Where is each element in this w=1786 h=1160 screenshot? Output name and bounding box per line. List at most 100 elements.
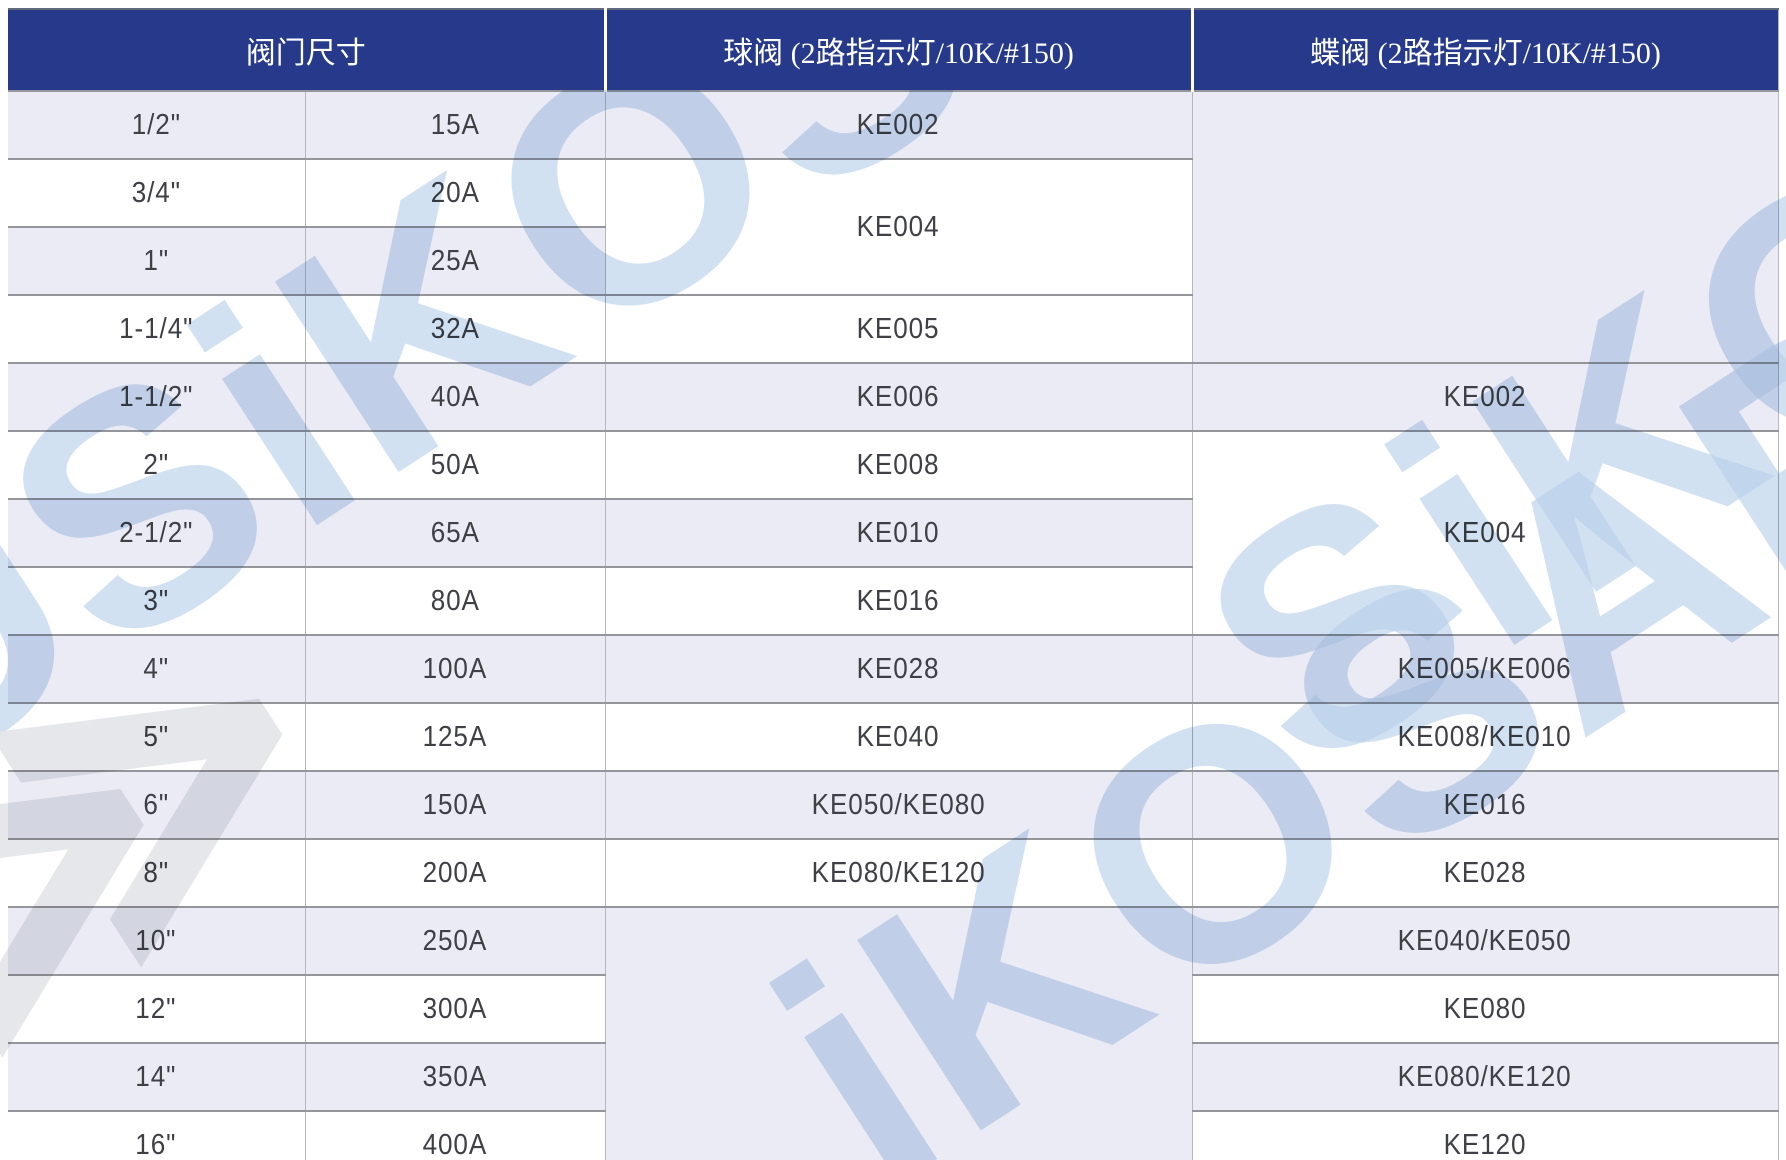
table-row: 1/2" 15A KE002	[8, 91, 1778, 364]
size-a-cell: 15A	[304, 91, 605, 160]
table-row: 16" 400A KE120	[8, 1111, 1778, 1160]
size-inch-cell: 1/2"	[8, 91, 305, 160]
cell-text: KE006	[857, 380, 940, 413]
size-inch-cell: 1-1/2"	[8, 363, 305, 432]
butterfly-valve-cell	[1191, 91, 1778, 364]
header-ball-valve: 球阀 (2路指示灯/10K/#150)	[603, 8, 1192, 92]
valve-model-table: 阀门尺寸 球阀 (2路指示灯/10K/#150) 蝶阀 (2路指示灯/10K/#…	[8, 8, 1779, 1160]
cell-text: KE004	[1443, 516, 1527, 549]
butterfly-valve-cell: KE004	[1191, 431, 1778, 636]
butterfly-valve-cell: KE008/KE010	[1191, 703, 1778, 772]
cell-text: 40A	[430, 380, 480, 413]
cell-text: KE050/KE080	[811, 788, 986, 821]
cell-text: KE010	[857, 516, 940, 549]
ball-valve-cell: KE002	[604, 91, 1192, 160]
table-row: 1-1/2" 40A KE006 KE002	[8, 363, 1778, 432]
cell-text: KE008	[857, 448, 940, 481]
butterfly-valve-cell: KE040/KE050	[1191, 907, 1778, 976]
cell-text: 100A	[422, 652, 488, 685]
cell-text: 10"	[135, 924, 177, 957]
table-row: 14" 350A KE080/KE120	[8, 1043, 1778, 1112]
butterfly-valve-cell: KE002	[1191, 363, 1778, 432]
cell-text: 250A	[422, 924, 488, 957]
butterfly-valve-cell: KE028	[1191, 839, 1778, 908]
cell-text: KE016	[857, 584, 940, 617]
butterfly-valve-cell: KE016	[1191, 771, 1778, 840]
ball-valve-cell: KE040	[604, 703, 1192, 772]
size-a-cell: 80A	[304, 567, 605, 636]
cell-text: 50A	[430, 448, 480, 481]
cell-text: 1-1/4"	[119, 312, 194, 345]
ball-valve-cell: KE005	[604, 295, 1192, 364]
cell-text: KE028	[857, 652, 940, 685]
cell-text: 125A	[422, 720, 488, 753]
table-body: 1/2" 15A KE002 3/4" 20A KE004 1" 25A 1-1/4" 32A KE…	[8, 91, 1778, 1160]
size-a-cell: 32A	[304, 295, 605, 364]
butterfly-valve-cell: KE005/KE006	[1191, 635, 1778, 704]
cell-text: KE005	[857, 312, 940, 345]
cell-text: KE080/KE120	[1398, 1060, 1572, 1093]
size-a-cell: 125A	[304, 703, 605, 772]
cell-text: 1-1/2"	[119, 380, 194, 413]
size-inch-cell: 16"	[8, 1111, 305, 1160]
table-row: 2" 50A KE008 KE004	[8, 431, 1778, 636]
cell-text: 1/2"	[131, 108, 181, 141]
size-inch-cell: 3/4"	[8, 159, 305, 228]
cell-text: 150A	[422, 788, 488, 821]
cell-text: 3/4"	[131, 176, 181, 209]
cell-text: 32A	[430, 312, 480, 345]
cell-text: KE002	[857, 108, 940, 141]
cell-text: 20A	[430, 176, 480, 209]
size-inch-cell: 5"	[8, 703, 305, 772]
ball-valve-cell: KE006	[604, 363, 1192, 432]
cell-text: 400A	[422, 1128, 488, 1160]
ball-valve-cell: KE010	[604, 499, 1192, 568]
size-a-cell: 150A	[304, 771, 605, 840]
size-a-cell: 50A	[304, 431, 605, 500]
ball-valve-cell: KE004	[604, 159, 1192, 296]
cell-text: KE002	[1443, 380, 1527, 413]
cell-text: 14"	[135, 1060, 177, 1093]
size-inch-cell: 14"	[8, 1043, 305, 1112]
ball-valve-cell	[604, 907, 1192, 1160]
ball-valve-cell: KE028	[604, 635, 1192, 704]
cell-text: 5"	[143, 720, 170, 753]
cell-text: 6"	[143, 788, 170, 821]
cell-text: 16"	[135, 1128, 177, 1160]
size-a-cell: 100A	[304, 635, 605, 704]
cell-text: 300A	[422, 992, 488, 1025]
size-inch-cell: 2-1/2"	[8, 499, 305, 568]
size-a-cell: 40A	[304, 363, 605, 432]
cell-text: 200A	[422, 856, 488, 889]
header-valve-size: 阀门尺寸	[8, 8, 605, 92]
cell-text: KE028	[1443, 856, 1527, 889]
table-row: 4" 100A KE028 KE005/KE006	[8, 635, 1778, 704]
cell-text: KE008/KE010	[1398, 720, 1572, 753]
table-header: 阀门尺寸 球阀 (2路指示灯/10K/#150) 蝶阀 (2路指示灯/10K/#…	[8, 8, 1778, 92]
size-a-cell: 350A	[304, 1043, 605, 1112]
table-row: 10" 250A KE040/KE050	[8, 907, 1778, 1160]
table-row: 1" 25A	[8, 227, 1778, 296]
ball-valve-cell: KE016	[604, 567, 1192, 636]
cell-text: 80A	[430, 584, 480, 617]
cell-text: KE040/KE050	[1398, 924, 1572, 957]
size-inch-cell: 1-1/4"	[8, 295, 305, 364]
table-row: 1-1/4" 32A KE005	[8, 295, 1778, 364]
table-row: 3/4" 20A KE004	[8, 159, 1778, 296]
cell-text: 8"	[143, 856, 170, 889]
ball-valve-cell: KE080/KE120	[604, 839, 1192, 908]
table-row: 8" 200A KE080/KE120 KE028	[8, 839, 1778, 908]
cell-text: KE005/KE006	[1398, 652, 1572, 685]
size-inch-cell: 10"	[8, 907, 305, 976]
size-a-cell: 20A	[304, 159, 605, 228]
cell-text: 3"	[143, 584, 170, 617]
cell-text: 25A	[430, 244, 480, 277]
butterfly-valve-cell: KE080	[1191, 975, 1778, 1044]
cell-text: 15A	[430, 108, 480, 141]
size-inch-cell: 4"	[8, 635, 305, 704]
header-butterfly-valve: 蝶阀 (2路指示灯/10K/#150)	[1190, 8, 1778, 92]
size-a-cell: 250A	[304, 907, 605, 976]
cell-text: KE080/KE120	[811, 856, 986, 889]
cell-text: KE016	[1443, 788, 1527, 821]
